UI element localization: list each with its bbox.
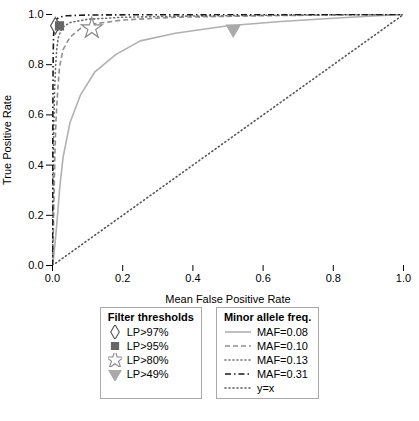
svg-text:True Positive Rate: True Positive Rate [1, 95, 13, 185]
svg-text:0.4: 0.4 [28, 159, 43, 171]
svg-text:1.0: 1.0 [28, 8, 43, 20]
html-text:Filter thresholds: Filter thresholds [107, 311, 194, 323]
html-text:LP>97%: LP>97% [126, 326, 169, 338]
html-text:MAF=0.08: MAF=0.08 [256, 326, 308, 338]
svg-text:0.2: 0.2 [28, 209, 43, 221]
svg-text:1.0: 1.0 [396, 272, 411, 284]
svg-text:0.8: 0.8 [28, 58, 43, 70]
svg-text:0.0: 0.0 [28, 259, 43, 271]
html-text:MAF=0.31: MAF=0.31 [256, 368, 308, 380]
svg-text:0.6: 0.6 [28, 108, 43, 120]
svg-text:0.2: 0.2 [115, 272, 130, 284]
svg-text:Mean False Positive Rate: Mean False Positive Rate [165, 293, 290, 305]
html-text:y=x: y=x [256, 382, 275, 394]
html-text:LP>95%: LP>95% [126, 340, 169, 352]
html-text:LP>49%: LP>49% [126, 368, 169, 380]
svg-text:0.0: 0.0 [45, 272, 60, 284]
html-text:MAF=0.13: MAF=0.13 [256, 354, 308, 366]
svg-text:0.4: 0.4 [185, 272, 200, 284]
svg-text:0.6: 0.6 [255, 272, 270, 284]
html-text:MAF=0.10: MAF=0.10 [256, 340, 308, 352]
svg-text:0.8: 0.8 [326, 272, 341, 284]
html-text:LP>80%: LP>80% [126, 354, 169, 366]
html-text:Minor allele freq.: Minor allele freq. [223, 311, 312, 323]
